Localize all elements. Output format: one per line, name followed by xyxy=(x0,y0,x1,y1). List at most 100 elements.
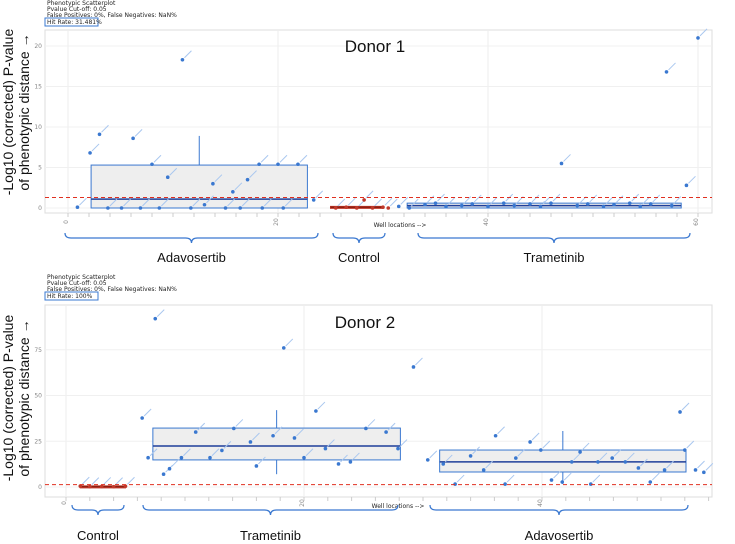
header-line: False Positives: 0%, False Negatives: Na… xyxy=(47,286,177,293)
box-trametinib xyxy=(152,427,401,461)
data-point xyxy=(254,464,259,468)
data-point xyxy=(612,202,616,207)
data-point xyxy=(578,450,582,454)
point-error-mark xyxy=(589,194,598,203)
data-point xyxy=(333,206,338,210)
point-error-mark xyxy=(613,448,622,457)
data-point xyxy=(444,204,448,209)
point-error-mark xyxy=(473,194,482,203)
data-point xyxy=(248,440,253,444)
data-point xyxy=(296,162,300,167)
group-label: Control xyxy=(338,250,380,265)
point-error-mark xyxy=(531,432,540,441)
y-tick-label: 0 xyxy=(38,205,42,212)
data-point xyxy=(323,446,328,451)
data-point xyxy=(131,136,135,141)
point-error-mark xyxy=(542,440,551,449)
point-error-mark xyxy=(668,62,676,71)
point-error-mark xyxy=(705,463,714,471)
data-point xyxy=(648,480,653,484)
point-error-mark xyxy=(447,197,456,205)
data-point xyxy=(75,205,80,209)
data-point xyxy=(165,175,170,180)
point-error-mark xyxy=(641,197,650,205)
point-error-mark xyxy=(415,357,423,366)
data-point xyxy=(423,202,427,207)
point-error-mark xyxy=(365,190,374,199)
data-point xyxy=(407,206,412,210)
data-point xyxy=(627,201,632,205)
data-point xyxy=(596,460,600,464)
chart-title: Donor 1 xyxy=(345,37,405,56)
data-point xyxy=(459,203,464,208)
data-point xyxy=(384,430,388,434)
data-point xyxy=(696,36,700,40)
point-error-mark xyxy=(426,195,435,204)
data-point xyxy=(425,458,430,462)
header-line: Phenotypic Scatterplot xyxy=(47,274,116,281)
data-point xyxy=(683,448,687,452)
data-point xyxy=(433,201,438,205)
data-point xyxy=(381,205,385,209)
data-point xyxy=(202,202,207,207)
point-error-mark xyxy=(79,197,87,206)
data-point xyxy=(223,206,228,210)
point-error-mark xyxy=(317,401,326,410)
hit-rate-label: Hit Rate: 100% xyxy=(47,293,93,300)
point-error-mark xyxy=(389,198,398,207)
data-point xyxy=(157,206,162,210)
point-error-mark xyxy=(581,442,590,451)
data-point xyxy=(539,448,543,452)
point-error-mark xyxy=(127,476,135,485)
point-error-mark xyxy=(184,50,192,59)
point-error-mark xyxy=(497,426,505,435)
data-point xyxy=(245,177,250,182)
hit-rate-box xyxy=(44,17,99,27)
data-point xyxy=(638,204,643,209)
data-point xyxy=(302,455,306,460)
data-point xyxy=(231,190,235,194)
point-error-mark xyxy=(472,446,480,455)
x-tick-label: 60 xyxy=(693,218,700,226)
data-point xyxy=(336,462,341,466)
point-error-mark xyxy=(688,175,696,184)
header-line: Pvalue Cut-off: 0.05 xyxy=(47,280,107,287)
point-error-mark xyxy=(91,143,100,152)
point-error-mark xyxy=(384,197,393,206)
point-error-mark xyxy=(169,167,178,176)
point-error-mark xyxy=(347,197,356,206)
data-point xyxy=(257,162,261,167)
header-line: Pvalue Cut-off: 0.05 xyxy=(47,6,107,13)
x-tick-label: 20 xyxy=(299,499,306,507)
data-point xyxy=(271,433,275,438)
data-point xyxy=(179,455,184,460)
point-error-mark xyxy=(699,28,708,37)
point-error-mark xyxy=(227,198,235,207)
point-error-mark xyxy=(235,419,244,427)
data-point xyxy=(370,206,375,210)
y-tick-label: 75 xyxy=(34,347,42,354)
x-tick-label: 40 xyxy=(483,218,490,226)
point-error-mark xyxy=(697,460,705,469)
data-point xyxy=(411,365,416,369)
point-error-mark xyxy=(211,448,220,457)
data-point xyxy=(569,460,574,464)
data-point xyxy=(106,206,110,210)
point-error-mark xyxy=(444,454,453,463)
data-point xyxy=(588,482,593,486)
x-tick-label: 0 xyxy=(63,220,70,224)
point-error-mark xyxy=(115,477,123,485)
point-error-mark xyxy=(340,454,348,463)
group-label: Trametinib xyxy=(240,528,301,543)
point-error-mark xyxy=(573,452,582,461)
data-point xyxy=(161,472,166,476)
data-point xyxy=(362,198,366,202)
data-point xyxy=(276,162,280,167)
x-axis-label: Well locations --> xyxy=(374,222,427,229)
data-point xyxy=(123,484,128,489)
point-error-mark xyxy=(91,477,100,485)
point-error-mark xyxy=(553,470,561,479)
data-point xyxy=(180,57,185,62)
point-error-mark xyxy=(563,154,571,162)
